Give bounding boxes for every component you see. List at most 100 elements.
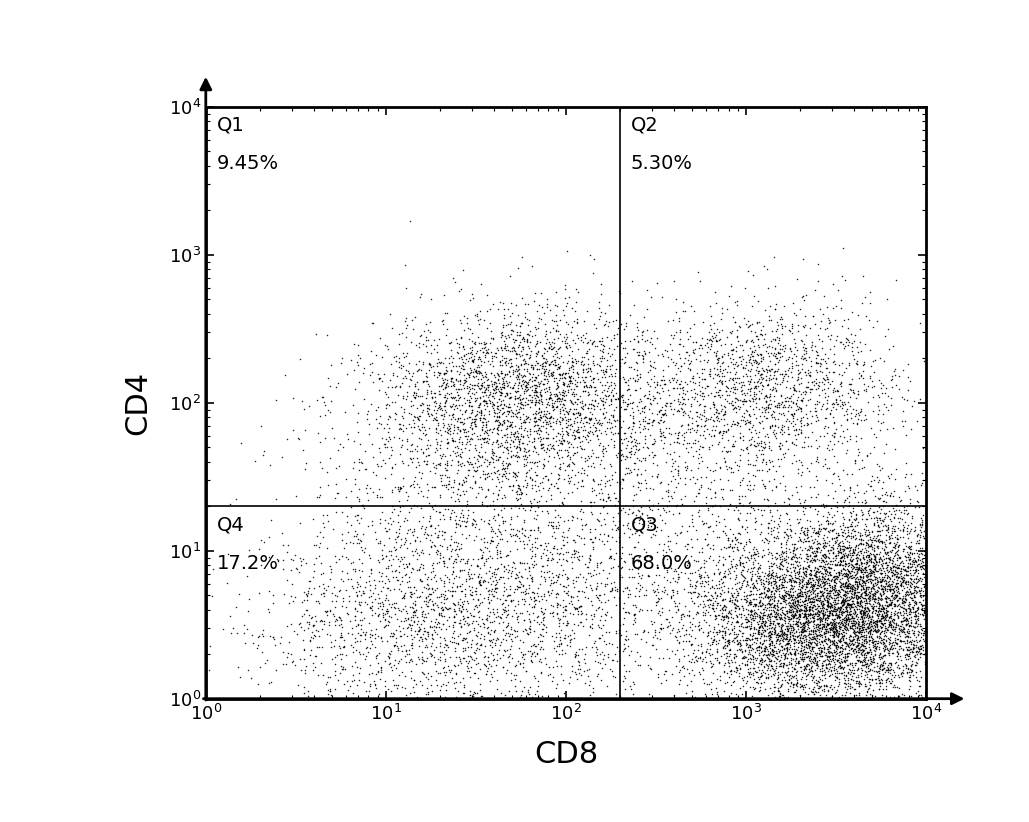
Point	[512, 429, 529, 442]
Point	[530, 316, 546, 329]
Point	[555, 616, 571, 630]
Point	[827, 393, 844, 406]
Point	[791, 574, 808, 587]
Point	[788, 423, 805, 436]
Point	[907, 658, 923, 672]
Point	[878, 682, 894, 695]
Point	[812, 614, 828, 627]
Point	[492, 544, 508, 557]
Point	[910, 652, 926, 665]
Point	[826, 653, 843, 666]
Point	[671, 312, 687, 325]
Point	[588, 589, 604, 602]
Point	[347, 609, 363, 622]
Point	[857, 630, 874, 644]
Point	[895, 625, 912, 638]
Point	[895, 524, 912, 538]
Point	[566, 545, 582, 558]
Point	[818, 474, 835, 487]
Point	[759, 582, 776, 595]
Point	[716, 369, 733, 382]
Point	[849, 547, 865, 561]
Point	[714, 424, 731, 437]
Point	[716, 658, 733, 671]
Point	[583, 481, 600, 494]
Point	[893, 579, 910, 592]
Point	[446, 635, 462, 649]
Point	[700, 460, 716, 473]
Point	[549, 612, 566, 625]
Point	[883, 609, 899, 622]
Point	[810, 527, 826, 540]
Point	[817, 680, 833, 693]
Point	[843, 579, 859, 592]
Point	[478, 453, 495, 466]
Point	[852, 584, 868, 597]
Point	[851, 561, 867, 574]
Point	[814, 366, 830, 379]
Point	[392, 381, 409, 394]
Point	[854, 609, 871, 622]
Point	[909, 529, 925, 542]
Point	[394, 621, 411, 635]
Point	[316, 586, 332, 599]
Point	[824, 637, 841, 650]
Point	[756, 404, 773, 417]
Point	[547, 520, 564, 533]
Point	[437, 424, 454, 437]
Point	[716, 585, 733, 598]
Point	[729, 559, 745, 572]
Point	[680, 609, 697, 622]
Point	[885, 575, 901, 589]
Point	[684, 612, 701, 625]
Point	[891, 559, 908, 572]
Point	[793, 569, 810, 582]
Point	[298, 616, 315, 629]
Point	[521, 579, 537, 592]
Point	[757, 590, 774, 603]
Point	[519, 312, 535, 326]
Point	[765, 649, 781, 662]
Point	[833, 539, 850, 552]
Point	[655, 581, 672, 594]
Point	[786, 623, 803, 636]
Point	[902, 658, 919, 672]
Point	[917, 593, 933, 606]
Point	[791, 629, 808, 642]
Point	[795, 667, 812, 680]
Point	[402, 479, 419, 492]
Point	[630, 658, 646, 671]
Point	[456, 681, 472, 694]
Point	[530, 390, 546, 404]
Point	[862, 622, 879, 635]
Point	[813, 629, 829, 642]
Point	[849, 555, 865, 568]
Point	[711, 608, 728, 621]
Point	[371, 516, 388, 529]
Point	[827, 640, 844, 653]
Point	[508, 567, 525, 580]
Point	[712, 424, 729, 437]
Point	[861, 570, 878, 583]
Point	[509, 427, 526, 440]
Point	[857, 622, 874, 635]
Point	[813, 518, 829, 531]
Point	[913, 626, 929, 640]
Point	[805, 627, 821, 640]
Point	[526, 379, 542, 392]
Point	[751, 644, 768, 657]
Point	[870, 590, 886, 603]
Point	[801, 639, 817, 652]
Point	[815, 607, 831, 620]
Point	[890, 570, 907, 584]
Point	[811, 566, 827, 579]
Point	[743, 596, 759, 609]
Point	[802, 572, 818, 585]
Point	[536, 652, 553, 665]
Point	[352, 351, 368, 364]
Point	[474, 450, 491, 464]
Point	[700, 341, 716, 354]
Point	[779, 629, 795, 642]
Point	[893, 580, 910, 593]
Point	[722, 557, 739, 570]
